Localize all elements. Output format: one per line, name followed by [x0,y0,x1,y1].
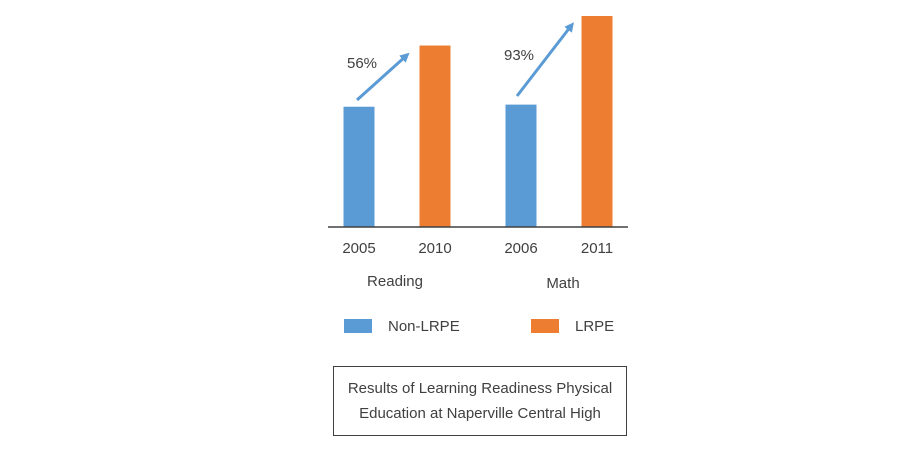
bar-2006 [505,104,537,227]
x-tick-label: 2005 [342,240,375,257]
bar-2005 [343,106,375,227]
legend-swatch-lrpe [531,319,559,333]
caption-line-2: Education at Naperville Central High [359,405,601,422]
legend-item-non-lrpe: Non-LRPE [344,316,460,336]
group-label-math: Math [546,275,579,292]
group-label-reading: Reading [367,273,423,290]
bar-2010 [419,45,451,227]
x-tick-label: 2010 [418,240,451,257]
growth-arrow-math [515,22,574,97]
legend-swatch-non-lrpe [344,319,372,333]
x-tick-label: 2011 [581,240,613,257]
chart-caption: Results of Learning Readiness Physical E… [333,366,627,436]
x-tick-label: 2006 [504,240,537,257]
growth-label-reading: 56% [347,55,377,72]
legend-label-non-lrpe: Non-LRPE [388,317,460,335]
legend-label-lrpe: LRPE [575,317,615,335]
growth-arrow-reading [355,52,410,102]
caption-line-1: Results of Learning Readiness Physical [347,380,613,397]
growth-label-math: 93% [504,47,534,64]
legend-item-lrpe: LRPE [531,316,614,336]
bar-2011 [581,16,613,227]
bar-chart: 2005 2010 2006 2011 Reading Math 56% 93% [328,16,628,292]
